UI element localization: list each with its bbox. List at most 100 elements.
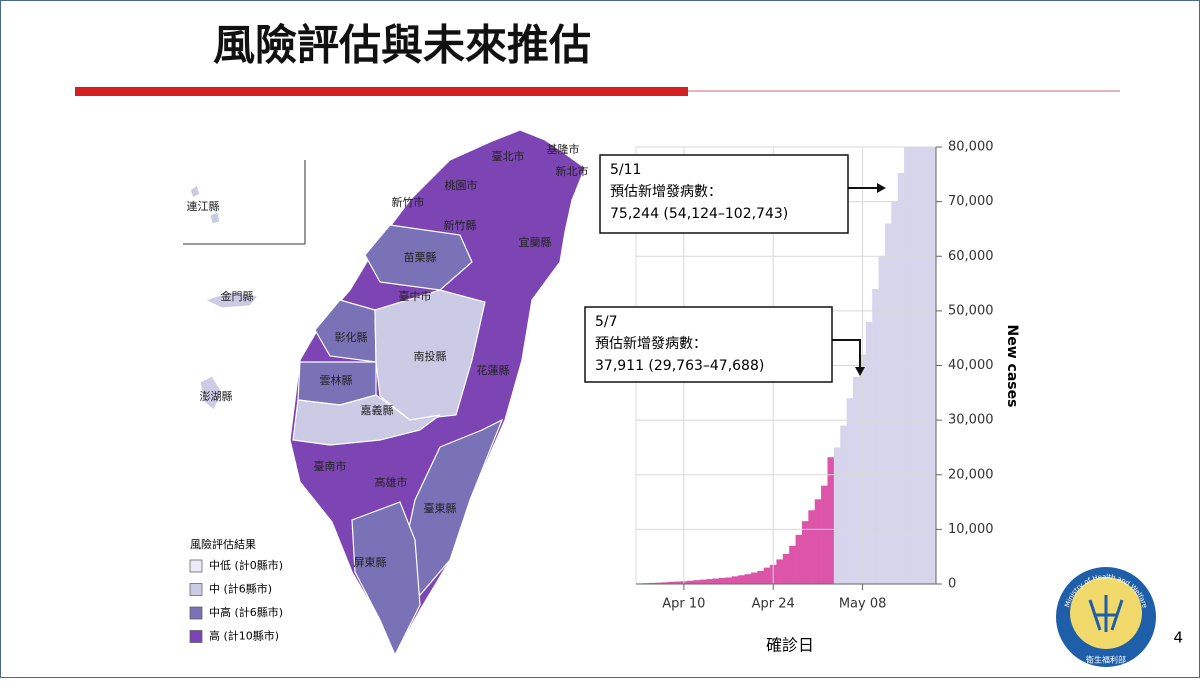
bar [801, 521, 809, 584]
bar [667, 581, 675, 584]
bar [865, 321, 873, 584]
bar [782, 553, 790, 584]
x-tick-label: May 08 [839, 597, 887, 612]
region-label: 臺中市 [399, 289, 432, 303]
callout-arrow [832, 339, 861, 368]
region-label: 花蓮縣 [477, 363, 510, 377]
bar [795, 534, 803, 584]
region-area [374, 289, 486, 421]
callout-text: 75,244 (54,124–102,743) [610, 206, 788, 222]
bar [655, 582, 662, 584]
island-outlying [203, 291, 260, 309]
legend-label: 中 (計6縣市) [209, 582, 272, 596]
callout-text: 37,911 (29,763–47,688) [595, 358, 764, 374]
region-label: 彰化縣 [335, 330, 368, 344]
region-label: 南投縣 [414, 349, 447, 363]
legend-swatch [189, 630, 203, 643]
bar [687, 580, 694, 584]
arrow-head [855, 367, 865, 376]
bar [757, 570, 764, 584]
bar [661, 582, 669, 584]
bar [897, 172, 905, 584]
legend-swatch [189, 559, 203, 573]
callout-text: 預估新增發病數： [610, 184, 722, 200]
y-tick-label: 20,000 [948, 467, 994, 482]
region-label: 高雄市 [375, 475, 408, 489]
bar [738, 575, 745, 584]
legend-swatch [189, 583, 203, 596]
y-tick-label: 40,000 [948, 358, 994, 373]
bar [833, 447, 841, 584]
map: 臺北市 基隆市新北市桃園市新竹市新竹縣宜蘭縣苗栗縣臺中市彰化縣南投縣花蓮縣雲林縣嘉… [183, 129, 589, 657]
region-label: 連江縣 [187, 199, 220, 213]
logo-mark [1088, 595, 1124, 632]
y-tick-label: 80,000 [948, 140, 994, 155]
bar [674, 581, 681, 584]
island-outlying [199, 375, 223, 411]
legend-label: 中低 (計0縣市) [209, 558, 283, 572]
region-area [314, 299, 377, 363]
logo-name: 衛生福利部 [1086, 655, 1126, 665]
bar [712, 578, 720, 584]
bar [789, 545, 796, 584]
legend-label: 高 (計10縣市) [209, 629, 279, 643]
bar [827, 457, 835, 584]
y-tick-label: 50,000 [948, 303, 994, 318]
region-label: 屏東縣 [354, 556, 387, 569]
island-outlying [209, 211, 221, 225]
region-label: 金門縣 [221, 289, 254, 303]
bar [744, 574, 752, 584]
bar [750, 572, 758, 584]
x-axis-title: 確診日 [766, 636, 814, 655]
bar [891, 201, 899, 584]
title-bar [75, 87, 688, 96]
bar [699, 579, 707, 584]
region-label: 新竹縣 [444, 218, 477, 232]
region-label: 臺東縣 [424, 501, 457, 515]
region-area [292, 394, 441, 446]
bar [808, 510, 816, 584]
legend-label: 中高 (計6縣市) [209, 605, 283, 619]
region-area [351, 501, 421, 657]
region-label: 臺南市 [314, 459, 347, 473]
y-axis-title: New cases [1004, 325, 1020, 408]
region-label: 宜蘭縣 [519, 235, 552, 249]
callout-text: 5/7 [595, 314, 618, 330]
callout-box [599, 154, 849, 234]
region-label: 苗栗縣 [404, 251, 437, 264]
y-tick-label: 0 [948, 577, 956, 592]
callout-text: 5/11 [610, 162, 641, 178]
y-tick-label: 70,000 [948, 194, 994, 209]
bar [840, 425, 847, 584]
y-tick-label: 10,000 [948, 522, 994, 537]
bar [725, 577, 733, 584]
arrow-head [877, 183, 886, 193]
bar [846, 398, 854, 584]
bar [821, 485, 828, 584]
legend-title: 風險評估結果 [190, 537, 256, 551]
legend-swatch [189, 606, 203, 620]
bar [731, 576, 739, 584]
region-label: 桃園市 [445, 178, 478, 192]
region-area [401, 418, 504, 597]
x-tick-label: Apr 24 [752, 597, 795, 612]
callout-text: 預估新增發病數： [595, 336, 707, 352]
bar [872, 289, 879, 584]
chart: 0 10,000 20,000 30,000 40,000 50,000 60,000 70,… [584, 140, 1020, 655]
region-label: 嘉義縣 [361, 403, 394, 417]
bar [718, 577, 726, 584]
region-label: 臺北市 [492, 149, 525, 163]
y-tick-label: 30,000 [948, 413, 994, 428]
x-tick-label: Apr 10 [662, 597, 705, 612]
region-label: 新北市 [556, 164, 589, 178]
bar [706, 579, 713, 584]
callout-box [584, 306, 833, 383]
region-label: 新竹市 [392, 195, 425, 209]
bar [814, 499, 822, 584]
bar [884, 223, 892, 584]
slide-title: 風險評估與未來推估 [213, 21, 591, 70]
page-number: 4 [1173, 629, 1183, 647]
bar [904, 147, 911, 584]
bar [776, 559, 784, 584]
